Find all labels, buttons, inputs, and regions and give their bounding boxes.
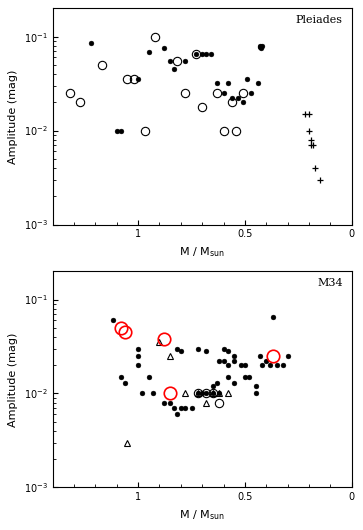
Text: Pleiades: Pleiades — [295, 15, 343, 25]
Text: M34: M34 — [317, 278, 343, 288]
Y-axis label: Amplitude (mag): Amplitude (mag) — [8, 69, 19, 164]
X-axis label: M / M$_\mathregular{sun}$: M / M$_\mathregular{sun}$ — [179, 508, 225, 522]
X-axis label: M / M$_\mathregular{sun}$: M / M$_\mathregular{sun}$ — [179, 245, 225, 259]
Y-axis label: Amplitude (mag): Amplitude (mag) — [8, 332, 19, 427]
